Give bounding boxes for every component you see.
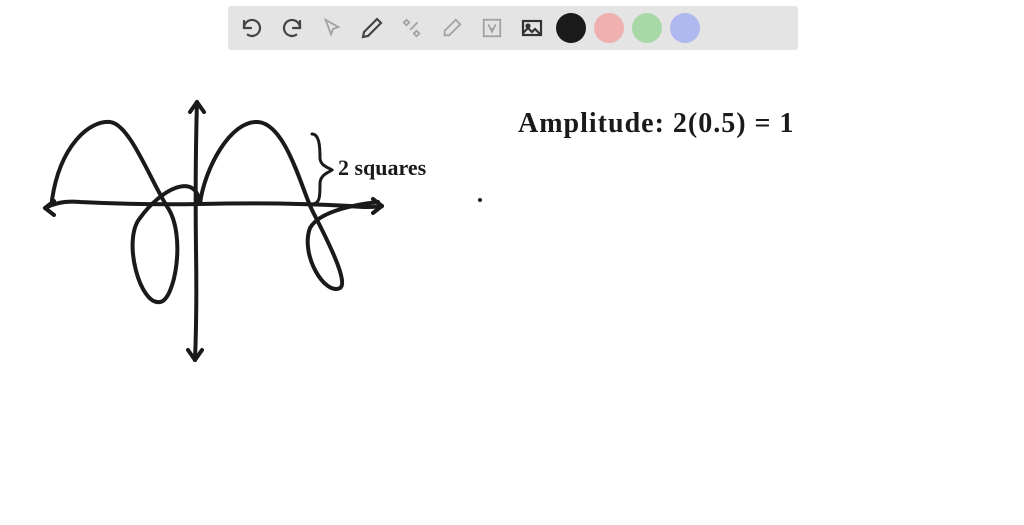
tools-icon[interactable] — [396, 12, 428, 44]
color-black[interactable] — [556, 13, 586, 43]
drawing-svg — [0, 50, 1024, 520]
eraser-icon[interactable] — [436, 12, 468, 44]
color-blue[interactable] — [670, 13, 700, 43]
undo-icon[interactable] — [236, 12, 268, 44]
pen-icon[interactable] — [356, 12, 388, 44]
amplitude-label: Amplitude: 2(0.5) = 1 — [518, 108, 795, 140]
drawing-canvas[interactable]: 2 squares Amplitude: 2(0.5) = 1 — [0, 50, 1024, 520]
redo-icon[interactable] — [276, 12, 308, 44]
toolbar — [228, 6, 798, 50]
text-icon[interactable] — [476, 12, 508, 44]
squares-label: 2 squares — [338, 155, 426, 181]
image-icon[interactable] — [516, 12, 548, 44]
cursor-icon[interactable] — [316, 12, 348, 44]
color-green[interactable] — [632, 13, 662, 43]
color-pink[interactable] — [594, 13, 624, 43]
